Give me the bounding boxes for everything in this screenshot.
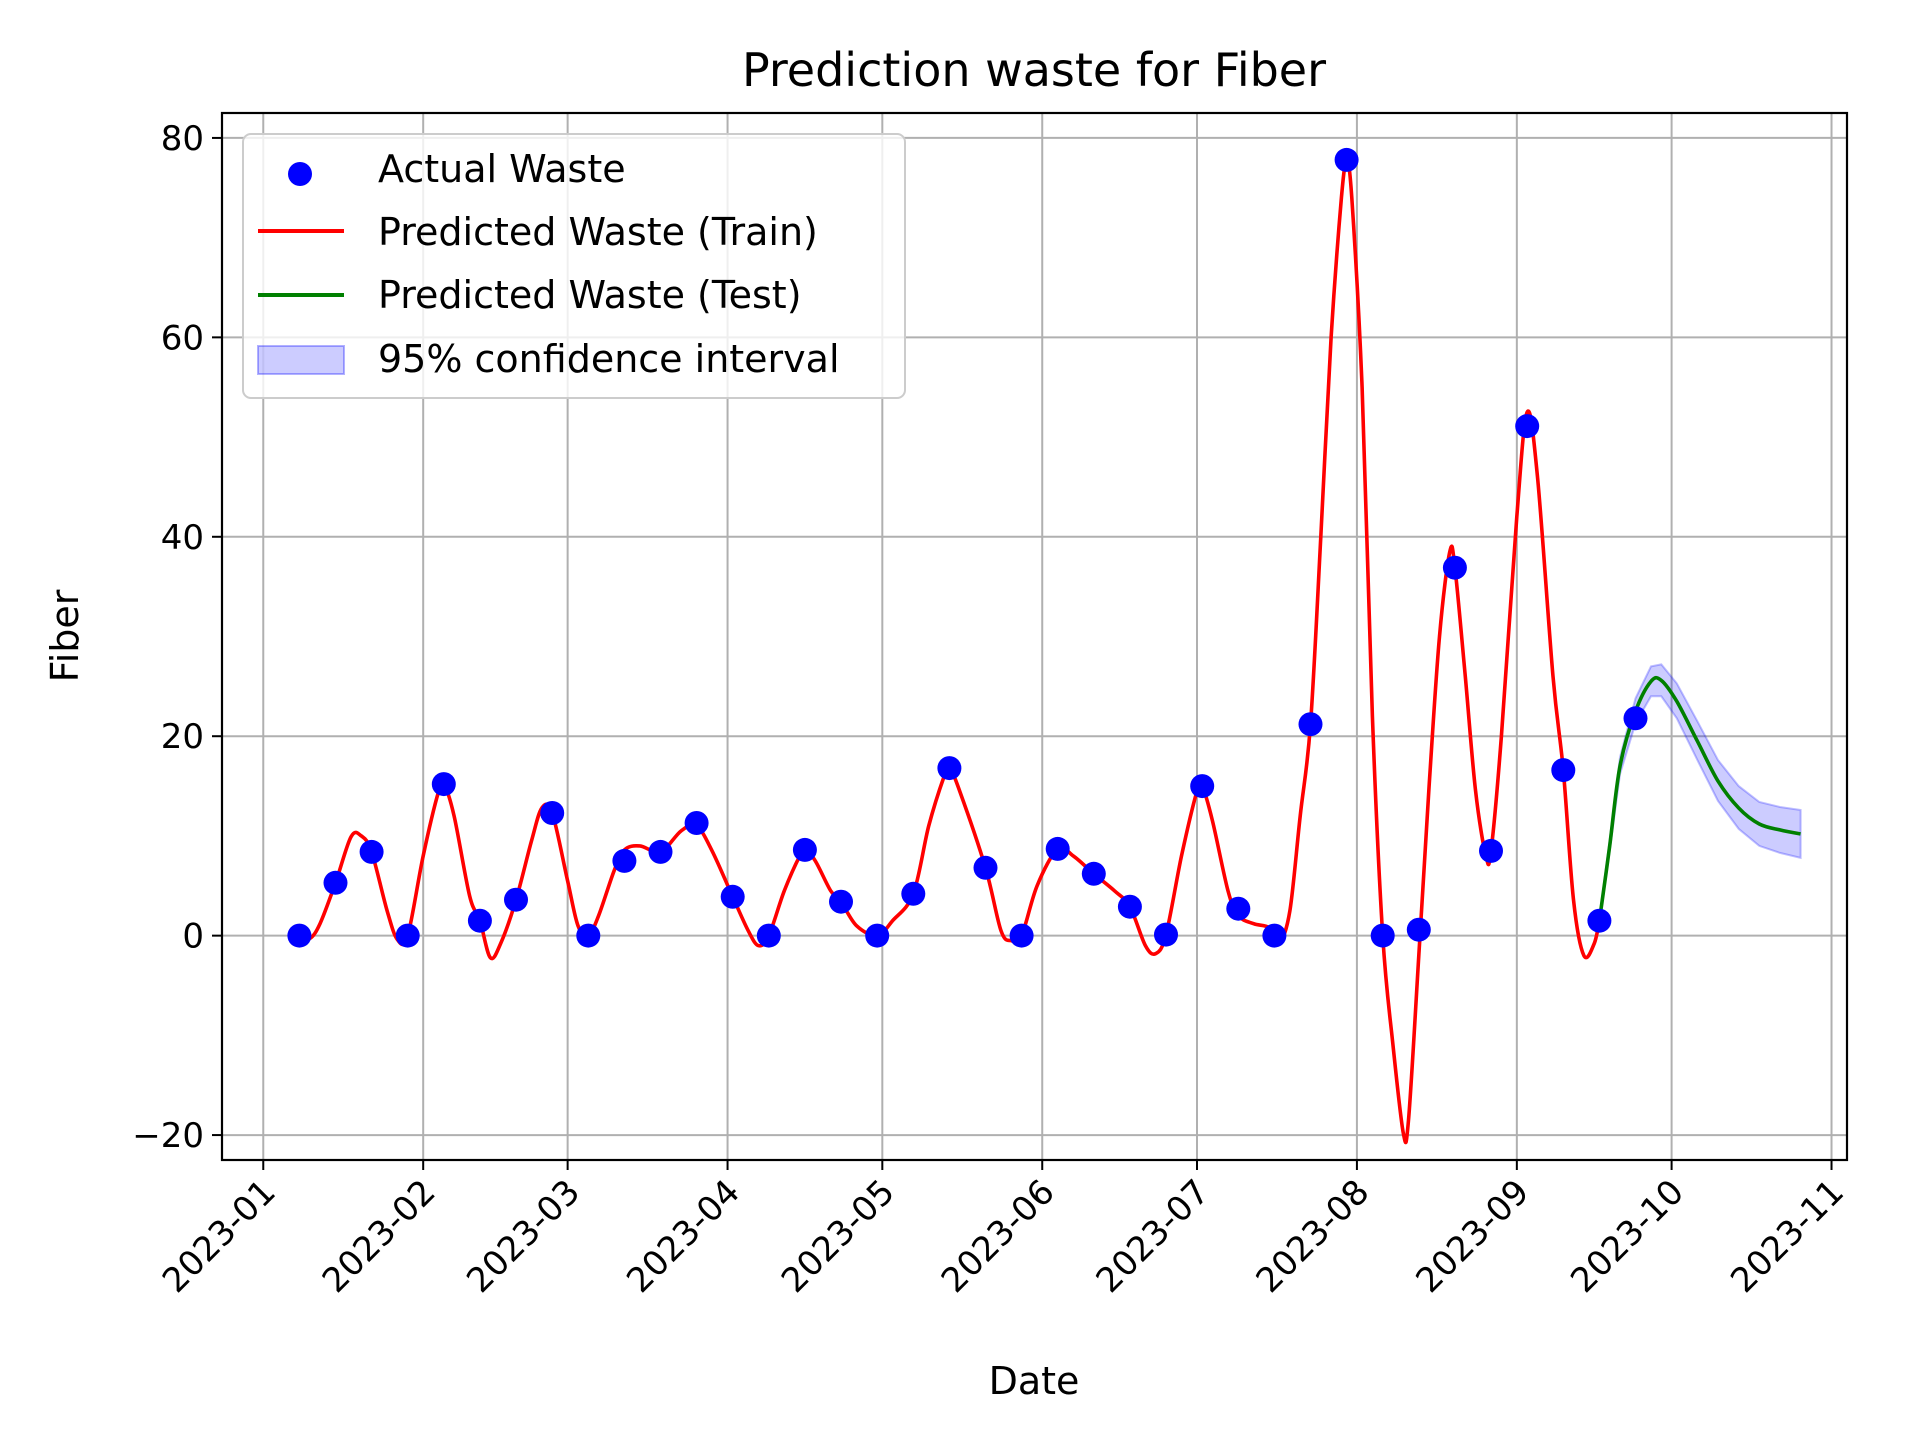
y-tick-label: 80 — [161, 119, 204, 159]
actual-waste-point — [395, 923, 420, 948]
y-axis-ticks: −20 0 20 40 60 80 — [132, 119, 222, 1156]
actual-waste-point — [1117, 894, 1142, 919]
y-tick-label: 40 — [161, 518, 204, 558]
actual-waste-point — [648, 839, 673, 864]
scatter-points-layer — [287, 147, 1648, 948]
actual-waste-point — [973, 855, 998, 880]
actual-waste-point — [467, 908, 492, 933]
actual-waste-point — [1623, 706, 1648, 731]
actual-waste-point — [1370, 923, 1395, 948]
series-lines-layer — [298, 161, 1801, 1145]
actual-waste-point — [829, 889, 853, 914]
actual-waste-point — [323, 870, 348, 895]
train-prediction-line — [298, 161, 1602, 1145]
actual-waste-point — [1081, 861, 1106, 886]
actual-waste-point — [1009, 923, 1034, 948]
actual-waste-point — [792, 837, 817, 862]
legend-box — [242, 133, 906, 399]
actual-waste-point — [1406, 917, 1431, 942]
actual-waste-point — [359, 839, 384, 864]
actual-waste-point — [287, 923, 312, 948]
actual-waste-point — [1442, 555, 1467, 580]
actual-waste-point — [684, 811, 709, 835]
actual-waste-point — [540, 801, 565, 825]
y-axis-label: Fiber — [43, 589, 87, 682]
actual-waste-point — [1262, 923, 1287, 948]
legend-test-label: Predicted Waste (Test) — [378, 273, 802, 317]
actual-waste-point — [431, 772, 456, 797]
test-prediction-line — [1597, 675, 1801, 921]
actual-waste-point — [1226, 896, 1251, 921]
actual-waste-point — [1190, 774, 1215, 799]
legend-ci-swatch — [257, 345, 345, 375]
x-axis-label: Date — [989, 1359, 1080, 1403]
plot-frame — [220, 111, 1849, 1162]
actual-waste-point — [756, 923, 781, 948]
chart-title: Prediction waste for Fiber — [742, 43, 1326, 97]
legend-actual-label: Actual Waste — [378, 147, 626, 191]
actual-waste-point — [720, 884, 745, 909]
actual-waste-point — [1515, 414, 1540, 439]
actual-waste-point — [865, 923, 890, 948]
y-tick-label: 20 — [161, 717, 204, 757]
actual-waste-point — [901, 881, 926, 906]
legend-actual-marker — [288, 162, 312, 186]
y-tick-label: −20 — [132, 1116, 204, 1156]
actual-waste-point — [1045, 836, 1070, 861]
y-tick-label: 60 — [161, 318, 204, 358]
legend: Actual Waste Predicted Waste (Train) Pre… — [242, 133, 906, 399]
actual-waste-point — [1551, 758, 1576, 783]
actual-waste-point — [937, 756, 962, 781]
actual-waste-point — [1479, 838, 1503, 863]
actual-waste-point — [1154, 922, 1178, 947]
legend-ci-label: 95% confidence interval — [378, 337, 840, 381]
actual-waste-point — [1334, 147, 1359, 172]
y-tick-label: 0 — [182, 917, 204, 957]
actual-waste-point — [504, 887, 528, 912]
actual-waste-point — [1587, 908, 1612, 933]
actual-waste-point — [612, 848, 637, 873]
actual-waste-point — [576, 923, 601, 948]
legend-train-label: Predicted Waste (Train) — [378, 210, 818, 254]
actual-waste-point — [1298, 712, 1323, 737]
